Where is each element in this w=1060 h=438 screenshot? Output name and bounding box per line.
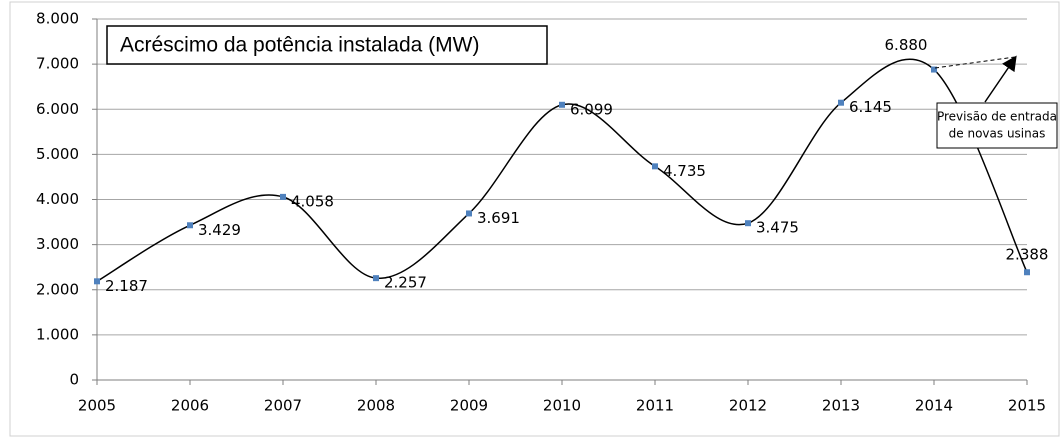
value-label: 2.388 xyxy=(1006,246,1049,264)
value-label: 2.187 xyxy=(105,277,148,295)
y-tick-label: 4.000 xyxy=(36,190,79,208)
value-label: 6.099 xyxy=(570,100,613,118)
marker xyxy=(187,222,193,229)
marker xyxy=(1024,269,1030,276)
marker xyxy=(94,278,100,285)
value-label: 3.475 xyxy=(756,219,799,237)
marker xyxy=(559,101,565,108)
forecast-dash xyxy=(934,56,1016,69)
y-tick-label: 0 xyxy=(69,371,79,389)
x-tick-label: 2013 xyxy=(822,397,860,415)
marker xyxy=(280,193,286,200)
chart-border xyxy=(9,1,1060,437)
marker xyxy=(931,66,937,73)
chart-title: Acréscimo da potência instalada (MW) xyxy=(120,34,479,57)
annotation-box xyxy=(936,102,1058,149)
x-tick-label: 2011 xyxy=(636,397,674,415)
value-label: 6.880 xyxy=(885,36,928,54)
x-tick-label: 2009 xyxy=(450,397,488,415)
marker xyxy=(652,163,658,170)
x-tick-label: 2007 xyxy=(264,397,302,415)
annotation-arrow xyxy=(984,55,1017,103)
x-tick-label: 2005 xyxy=(78,397,116,415)
y-tick-label: 3.000 xyxy=(36,235,79,253)
annotation-text: de novas usinas xyxy=(949,127,1046,141)
value-label: 2.257 xyxy=(384,274,427,292)
x-tick-label: 2015 xyxy=(1008,397,1046,415)
line xyxy=(96,58,1028,282)
y-tick-label: 6.000 xyxy=(36,100,79,118)
marker xyxy=(373,275,379,282)
x-tick-label: 2008 xyxy=(357,397,395,415)
annotation-text: Previsão de entrada xyxy=(937,110,1057,124)
y-tick-label: 7.000 xyxy=(36,55,79,73)
y-tick-label: 2.000 xyxy=(36,280,79,298)
x-tick-label: 2012 xyxy=(729,397,767,415)
value-label: 6.145 xyxy=(849,98,892,116)
value-label: 3.429 xyxy=(198,221,241,239)
value-label: 4.058 xyxy=(291,192,334,210)
y-tick-label: 1.000 xyxy=(36,325,79,343)
marker xyxy=(745,220,751,227)
x-tick-label: 2014 xyxy=(915,397,953,415)
x-tick-label: 2010 xyxy=(543,397,581,415)
title-box xyxy=(106,25,548,65)
value-label: 4.735 xyxy=(663,162,706,180)
y-tick-label: 8.000 xyxy=(36,10,79,28)
x-tick-label: 2006 xyxy=(171,397,209,415)
value-label: 3.691 xyxy=(477,209,520,227)
marker xyxy=(466,210,472,217)
marker xyxy=(838,99,844,106)
y-tick-label: 5.000 xyxy=(36,145,79,163)
